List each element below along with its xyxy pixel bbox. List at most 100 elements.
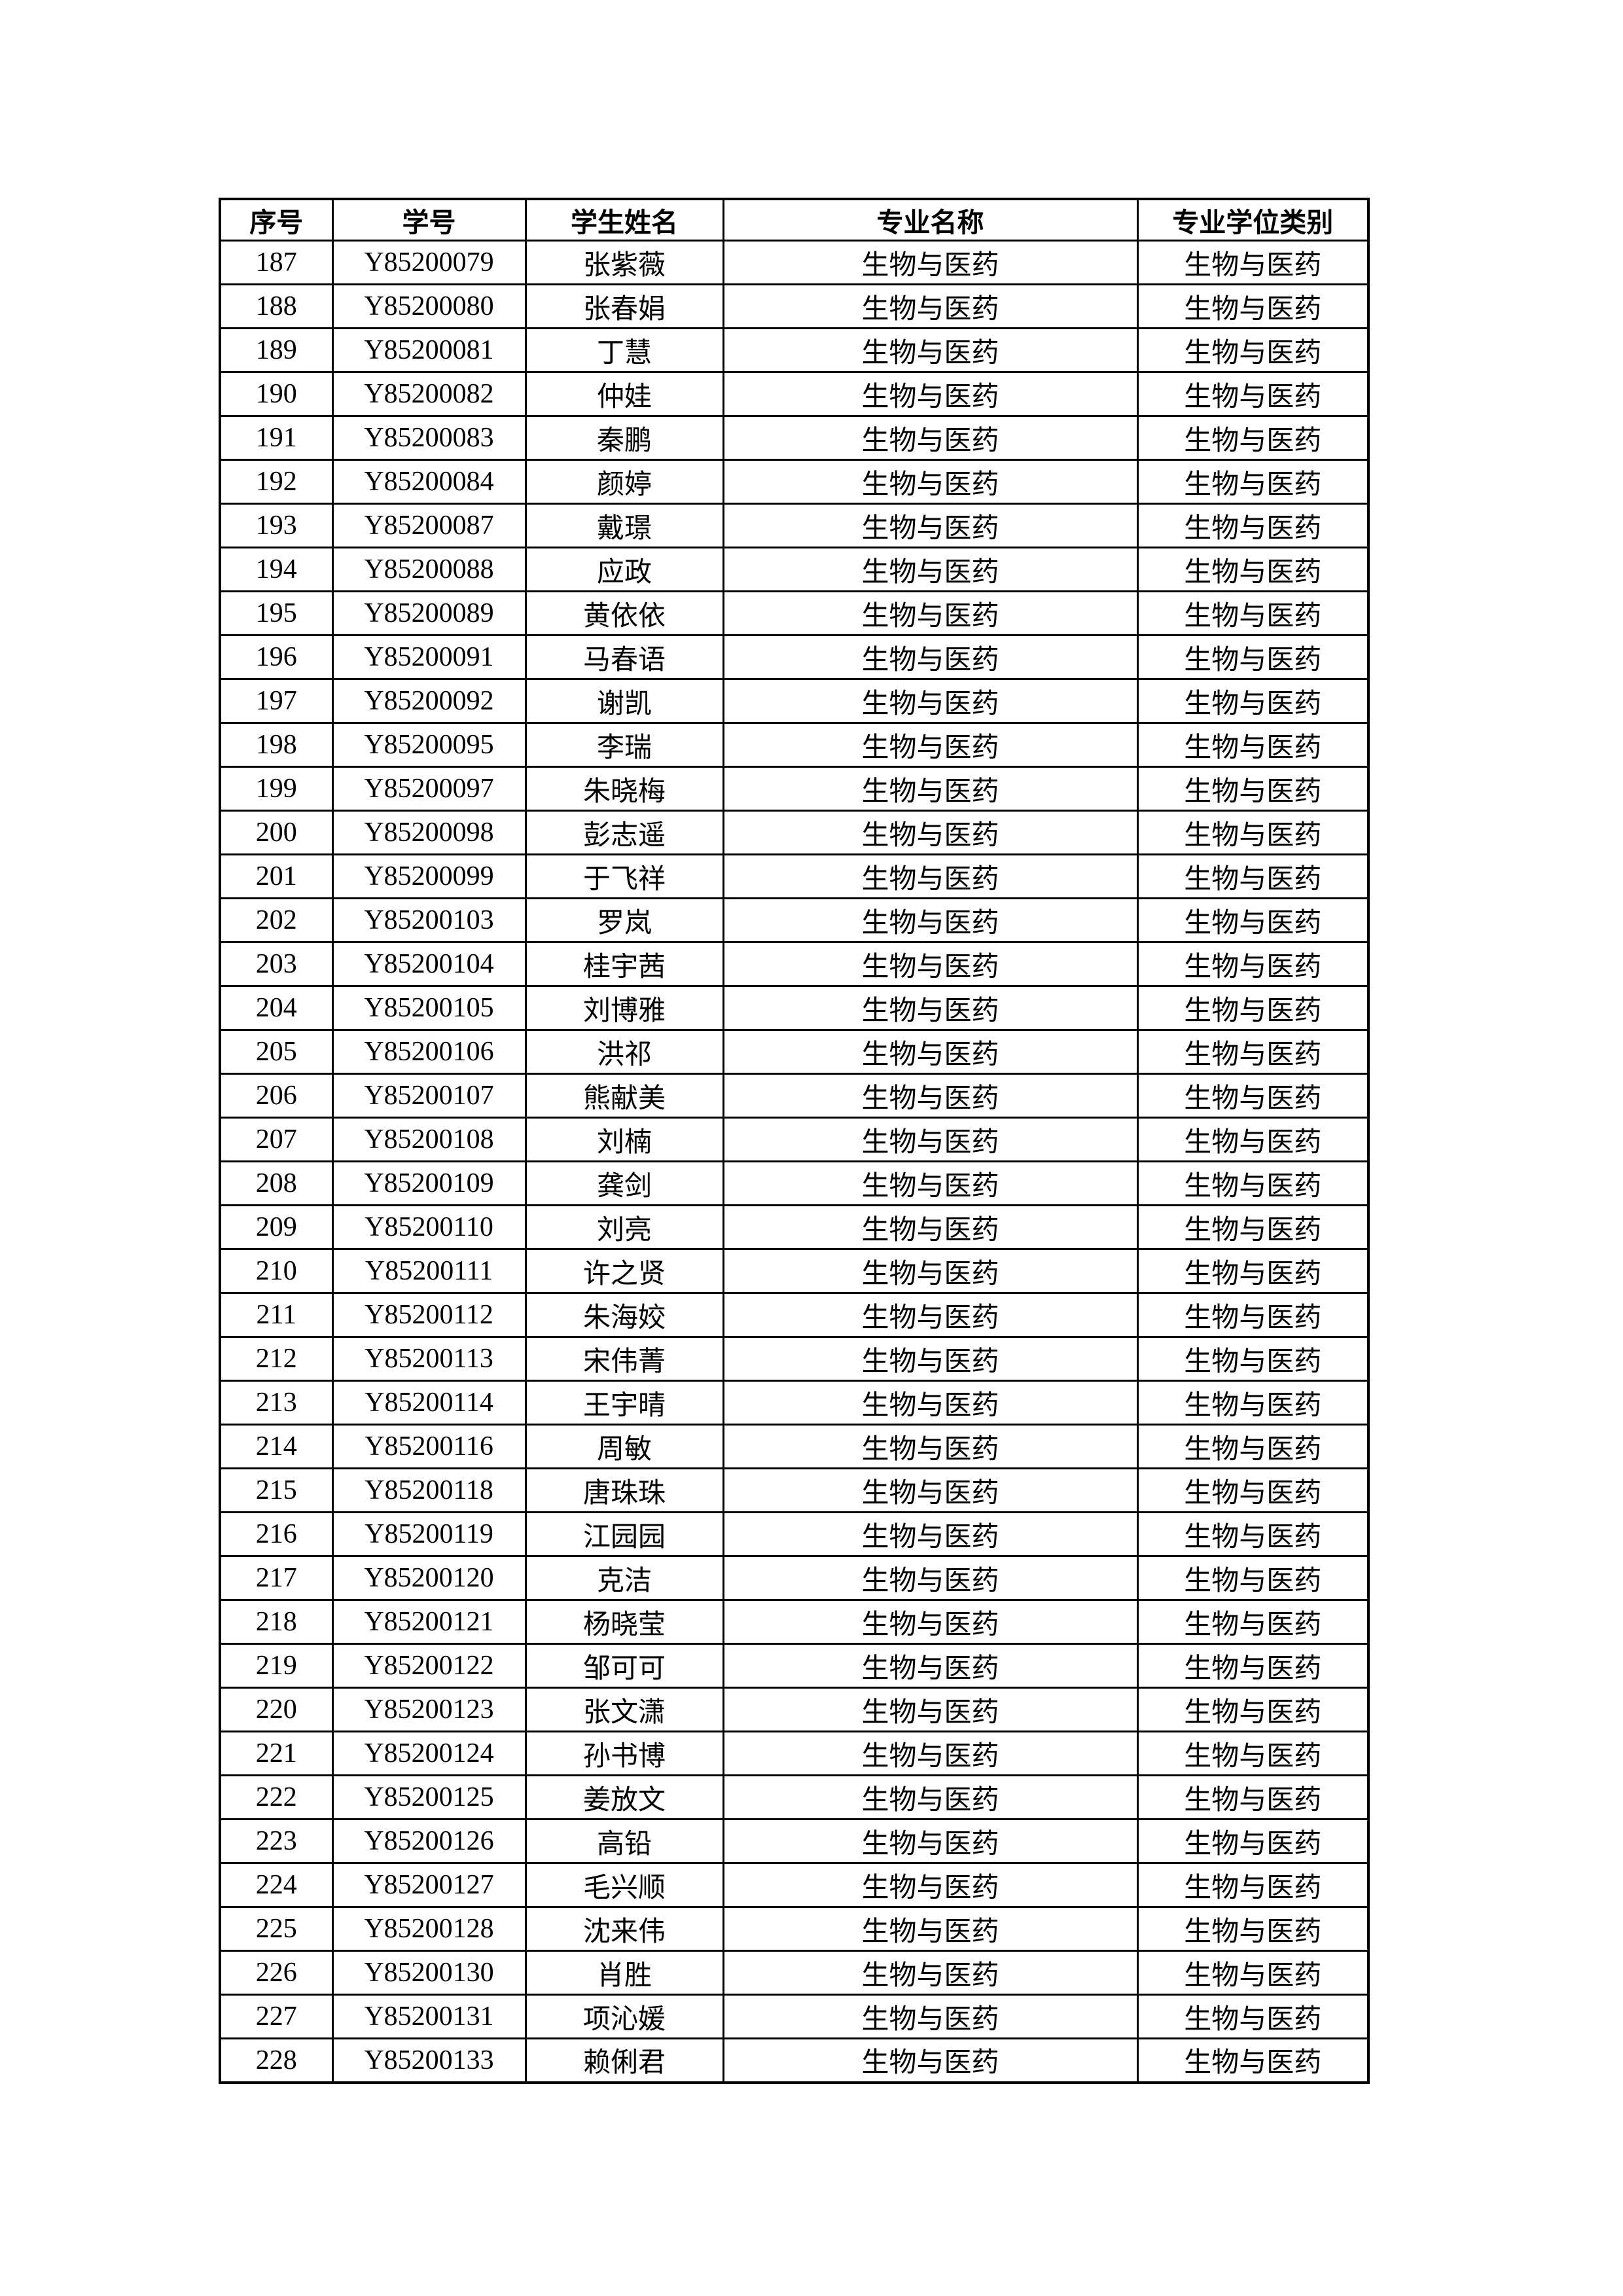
cell-student-name: 张春娟 bbox=[524, 283, 724, 329]
cell-student-name: 朱海姣 bbox=[524, 1292, 724, 1338]
cell-degree-category: 生物与医药 bbox=[1136, 371, 1370, 417]
cell-major-name: 生物与医药 bbox=[722, 1555, 1139, 1601]
table-row: 225 Y85200128 沈来伟 生物与医药 生物与医药 bbox=[219, 1906, 1370, 1952]
cell-student-id: Y85200124 bbox=[331, 1731, 527, 1776]
cell-student-id: Y85200128 bbox=[331, 1906, 527, 1952]
cell-degree-category: 生物与医药 bbox=[1136, 503, 1370, 548]
cell-student-name: 洪祁 bbox=[524, 1029, 724, 1075]
cell-student-id: Y85200079 bbox=[331, 240, 527, 285]
cell-student-name: 毛兴顺 bbox=[524, 1862, 724, 1908]
cell-student-name: 邹可可 bbox=[524, 1643, 724, 1689]
table-row: 203 Y85200104 桂宇茜 生物与医药 生物与医药 bbox=[219, 941, 1370, 987]
cell-student-name: 杨晓莹 bbox=[524, 1599, 724, 1645]
cell-seq: 221 bbox=[219, 1731, 334, 1776]
cell-major-name: 生物与医药 bbox=[722, 590, 1139, 636]
cell-degree-category: 生物与医药 bbox=[1136, 1994, 1370, 2039]
cell-seq: 189 bbox=[219, 327, 334, 373]
cell-major-name: 生物与医药 bbox=[722, 1073, 1139, 1119]
table-row: 192 Y85200084 颜婷 生物与医药 生物与医药 bbox=[219, 459, 1370, 505]
cell-major-name: 生物与医药 bbox=[722, 1599, 1139, 1645]
cell-student-name: 朱晓梅 bbox=[524, 766, 724, 812]
table-row: 188 Y85200080 张春娟 生物与医药 生物与医药 bbox=[219, 283, 1370, 329]
table-row: 205 Y85200106 洪祁 生物与医药 生物与医药 bbox=[219, 1029, 1370, 1075]
cell-student-id: Y85200083 bbox=[331, 415, 527, 461]
cell-seq: 204 bbox=[219, 985, 334, 1031]
cell-student-id: Y85200104 bbox=[331, 941, 527, 987]
table-row: 194 Y85200088 应政 生物与医药 生物与医药 bbox=[219, 547, 1370, 592]
table-row: 220 Y85200123 张文潇 生物与医药 生物与医药 bbox=[219, 1687, 1370, 1732]
cell-degree-category: 生物与医药 bbox=[1136, 766, 1370, 812]
cell-degree-category: 生物与医药 bbox=[1136, 1204, 1370, 1250]
cell-degree-category: 生物与医药 bbox=[1136, 283, 1370, 329]
cell-degree-category: 生物与医药 bbox=[1136, 1160, 1370, 1206]
column-header-major: 专业名称 bbox=[722, 198, 1139, 242]
table-row: 209 Y85200110 刘亮 生物与医药 生物与医药 bbox=[219, 1204, 1370, 1250]
cell-student-name: 龚剑 bbox=[524, 1160, 724, 1206]
cell-student-id: Y85200088 bbox=[331, 547, 527, 592]
cell-major-name: 生物与医药 bbox=[722, 1467, 1139, 1513]
cell-student-name: 刘博雅 bbox=[524, 985, 724, 1031]
cell-student-id: Y85200087 bbox=[331, 503, 527, 548]
table-body: 187 Y85200079 张紫薇 生物与医药 生物与医药 188 Y85200080 张春娟… bbox=[219, 240, 1370, 2083]
cell-degree-category: 生物与医药 bbox=[1136, 1248, 1370, 1294]
cell-major-name: 生物与医药 bbox=[722, 1950, 1139, 1996]
table-row: 189 Y85200081 丁慧 生物与医药 生物与医药 bbox=[219, 327, 1370, 373]
table-row: 228 Y85200133 赖俐君 生物与医药 生物与医药 bbox=[219, 2037, 1370, 2083]
cell-seq: 217 bbox=[219, 1555, 334, 1601]
cell-student-name: 丁慧 bbox=[524, 327, 724, 373]
cell-degree-category: 生物与医药 bbox=[1136, 1862, 1370, 1908]
table-row: 198 Y85200095 李瑞 生物与医药 生物与医药 bbox=[219, 722, 1370, 768]
cell-student-id: Y85200105 bbox=[331, 985, 527, 1031]
cell-student-id: Y85200127 bbox=[331, 1862, 527, 1908]
cell-seq: 208 bbox=[219, 1160, 334, 1206]
cell-student-id: Y85200121 bbox=[331, 1599, 527, 1645]
cell-major-name: 生物与医药 bbox=[722, 634, 1139, 680]
cell-degree-category: 生物与医药 bbox=[1136, 1380, 1370, 1426]
cell-major-name: 生物与医药 bbox=[722, 1292, 1139, 1338]
cell-major-name: 生物与医药 bbox=[722, 897, 1139, 943]
table-row: 204 Y85200105 刘博雅 生物与医药 生物与医药 bbox=[219, 985, 1370, 1031]
cell-degree-category: 生物与医药 bbox=[1136, 1511, 1370, 1557]
cell-student-id: Y85200097 bbox=[331, 766, 527, 812]
table-row: 208 Y85200109 龚剑 生物与医药 生物与医药 bbox=[219, 1160, 1370, 1206]
cell-student-name: 王宇晴 bbox=[524, 1380, 724, 1426]
cell-student-name: 黄依依 bbox=[524, 590, 724, 636]
cell-student-id: Y85200131 bbox=[331, 1994, 527, 2039]
table-header-row: 序号 学号 学生姓名 专业名称 专业学位类别 bbox=[219, 198, 1370, 242]
cell-student-id: Y85200080 bbox=[331, 283, 527, 329]
cell-student-name: 肖胜 bbox=[524, 1950, 724, 1996]
cell-student-name: 桂宇茜 bbox=[524, 941, 724, 987]
cell-student-name: 宋伟菁 bbox=[524, 1336, 724, 1382]
cell-seq: 213 bbox=[219, 1380, 334, 1426]
cell-student-name: 张文潇 bbox=[524, 1687, 724, 1732]
cell-student-id: Y85200111 bbox=[331, 1248, 527, 1294]
cell-student-id: Y85200113 bbox=[331, 1336, 527, 1382]
cell-student-id: Y85200119 bbox=[331, 1511, 527, 1557]
cell-seq: 202 bbox=[219, 897, 334, 943]
cell-seq: 206 bbox=[219, 1073, 334, 1119]
cell-major-name: 生物与医药 bbox=[722, 415, 1139, 461]
cell-major-name: 生物与医药 bbox=[722, 1248, 1139, 1294]
cell-major-name: 生物与医药 bbox=[722, 722, 1139, 768]
cell-student-name: 周敏 bbox=[524, 1424, 724, 1469]
cell-degree-category: 生物与医药 bbox=[1136, 1073, 1370, 1119]
table-row: 191 Y85200083 秦鹏 生物与医药 生物与医药 bbox=[219, 415, 1370, 461]
table-row: 226 Y85200130 肖胜 生物与医药 生物与医药 bbox=[219, 1950, 1370, 1996]
cell-student-id: Y85200081 bbox=[331, 327, 527, 373]
cell-seq: 194 bbox=[219, 547, 334, 592]
cell-student-id: Y85200118 bbox=[331, 1467, 527, 1513]
cell-major-name: 生物与医药 bbox=[722, 1511, 1139, 1557]
cell-degree-category: 生物与医药 bbox=[1136, 1336, 1370, 1382]
cell-student-id: Y85200112 bbox=[331, 1292, 527, 1338]
table-row: 199 Y85200097 朱晓梅 生物与医药 生物与医药 bbox=[219, 766, 1370, 812]
cell-student-id: Y85200107 bbox=[331, 1073, 527, 1119]
cell-student-name: 马春语 bbox=[524, 634, 724, 680]
cell-student-name: 于飞祥 bbox=[524, 853, 724, 899]
cell-degree-category: 生物与医药 bbox=[1136, 810, 1370, 855]
cell-student-name: 刘楠 bbox=[524, 1117, 724, 1162]
cell-seq: 226 bbox=[219, 1950, 334, 1996]
table-row: 207 Y85200108 刘楠 生物与医药 生物与医药 bbox=[219, 1117, 1370, 1162]
cell-student-name: 刘亮 bbox=[524, 1204, 724, 1250]
cell-student-id: Y85200109 bbox=[331, 1160, 527, 1206]
table-row: 202 Y85200103 罗岚 生物与医药 生物与医药 bbox=[219, 897, 1370, 943]
